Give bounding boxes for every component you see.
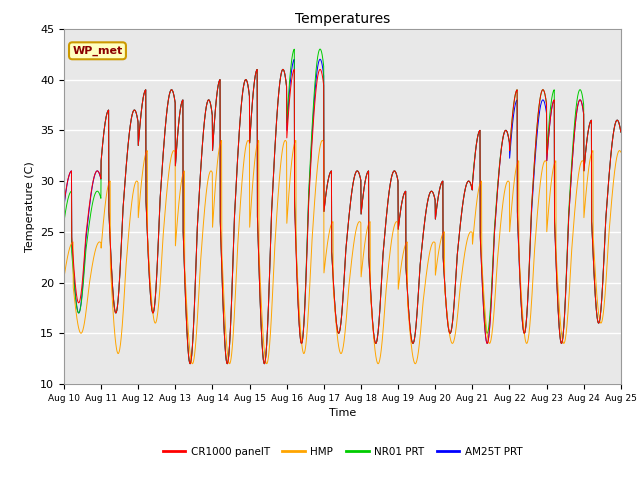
Title: Temperatures: Temperatures	[295, 12, 390, 26]
Y-axis label: Temperature (C): Temperature (C)	[24, 161, 35, 252]
X-axis label: Time: Time	[329, 408, 356, 418]
Legend: CR1000 panelT, HMP, NR01 PRT, AM25T PRT: CR1000 panelT, HMP, NR01 PRT, AM25T PRT	[158, 443, 527, 461]
Text: WP_met: WP_met	[72, 46, 123, 56]
